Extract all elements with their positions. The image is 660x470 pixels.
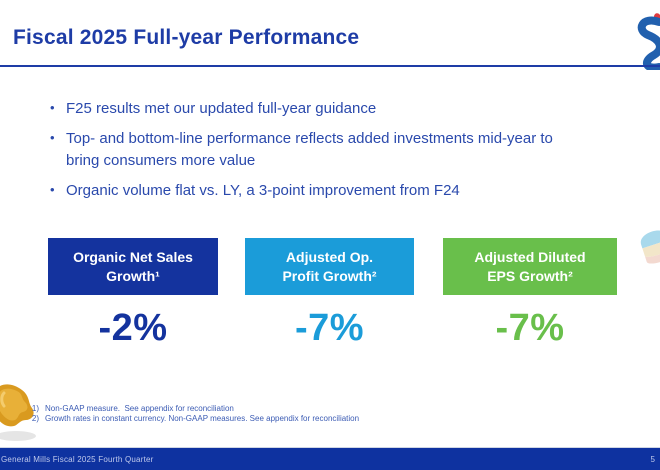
metric-value-organic-net-sales: -2% bbox=[98, 306, 168, 349]
page-title: Fiscal 2025 Full-year Performance bbox=[13, 26, 360, 49]
footer-text: General Mills Fiscal 2025 Fourth Quarter bbox=[1, 454, 154, 464]
footnote-text: Growth rates in constant currency. Non-G… bbox=[45, 414, 360, 423]
metric-value-adjusted-eps: -7% bbox=[495, 306, 565, 349]
metric-box-adjusted-eps: Adjusted Diluted EPS Growth² bbox=[443, 238, 617, 295]
footnote-number: 2) bbox=[31, 414, 39, 423]
frozen-treat-icon bbox=[636, 220, 660, 275]
footer-bar: General Mills Fiscal 2025 Fourth Quarter… bbox=[0, 447, 660, 470]
bullet-item: Top- and bottom-line performance reflect… bbox=[50, 128, 570, 173]
metric-box-organic-net-sales: Organic Net Sales Growth¹ bbox=[48, 238, 218, 295]
footnote-number: 1) bbox=[31, 404, 39, 413]
footnote: 1) Non-GAAP measure. See appendix for re… bbox=[28, 404, 468, 414]
footnotes: 1) Non-GAAP measure. See appendix for re… bbox=[28, 404, 468, 424]
page-number: 5 bbox=[650, 454, 655, 464]
title-divider bbox=[0, 65, 660, 67]
metric-value-adjusted-op-profit: -7% bbox=[294, 306, 365, 349]
footnote: 2) Growth rates in constant currency. No… bbox=[28, 414, 468, 424]
bullet-list: F25 results met our updated full-year gu… bbox=[50, 98, 570, 209]
bullet-item: Organic volume flat vs. LY, a 3-point im… bbox=[50, 180, 570, 203]
footnote-text: Non-GAAP measure. See appendix for recon… bbox=[45, 404, 234, 413]
metric-box-adjusted-op-profit: Adjusted Op. Profit Growth² bbox=[245, 238, 414, 295]
bullet-item: F25 results met our updated full-year gu… bbox=[50, 98, 570, 121]
gold-snack-icon bbox=[0, 378, 48, 449]
